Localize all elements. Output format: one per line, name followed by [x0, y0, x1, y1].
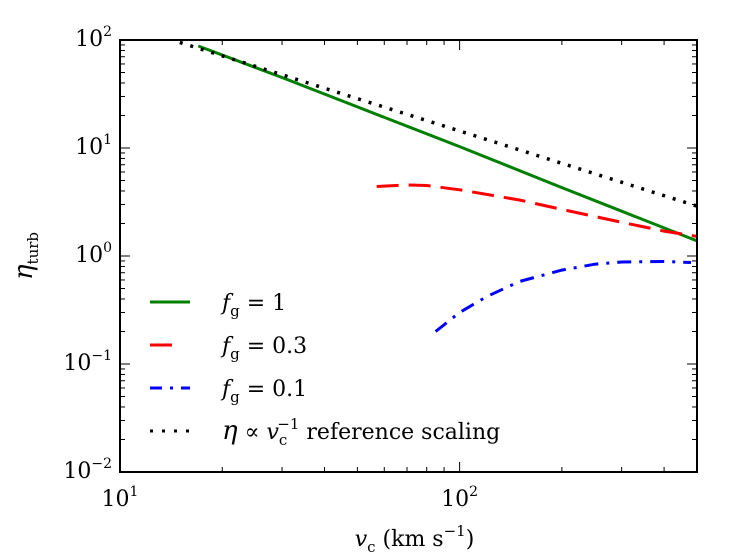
legend-label: fg = 1: [220, 291, 286, 320]
y-tick-label: 102: [75, 24, 112, 52]
y-axis-label: ηturb: [9, 232, 42, 280]
series-line-fg=0.1: [434, 259, 692, 333]
legend-label: η ∝ vc−1 reference scaling: [222, 415, 500, 449]
y-tick-label: 100: [75, 240, 112, 268]
x-tick-label: 101: [102, 484, 139, 512]
y-tick-label: 10−1: [63, 348, 112, 376]
axis-labels: vc (km s−1) ηturb: [9, 232, 474, 556]
ticks: [119, 39, 698, 473]
series-line-reference: [179, 40, 698, 208]
plot-lines: [179, 40, 698, 333]
y-tick-label: 101: [75, 132, 112, 160]
plot-frame: [119, 39, 698, 473]
x-tick-label: 102: [441, 484, 478, 512]
series-line-fg=0.3: [376, 183, 698, 238]
legend-label: fg = 0.1: [220, 377, 307, 406]
x-axis-label: vc (km s−1): [355, 522, 475, 556]
tick-labels: 101 102 10−2 10−1 100 101 102: [63, 24, 478, 512]
legend: fg = 1 fg = 0.3 fg = 0.1 η ∝ vc−1 reference…: [150, 291, 500, 449]
series-line-fg=1: [197, 44, 698, 243]
y-tick-label: 10−2: [63, 456, 112, 484]
legend-label: fg = 0.3: [220, 334, 307, 363]
